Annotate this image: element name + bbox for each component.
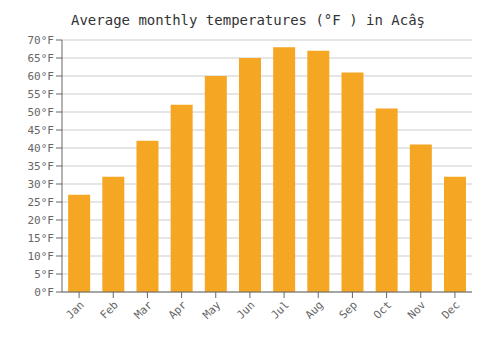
- svg-text:Mar: Mar: [132, 298, 156, 322]
- svg-text:50°F: 50°F: [28, 106, 55, 119]
- svg-text:Apr: Apr: [166, 298, 190, 322]
- svg-text:55°F: 55°F: [28, 88, 55, 101]
- svg-text:Oct: Oct: [371, 298, 394, 321]
- svg-text:Jun: Jun: [234, 298, 257, 321]
- svg-text:25°F: 25°F: [28, 196, 55, 209]
- svg-text:Nov: Nov: [405, 298, 429, 322]
- svg-text:15°F: 15°F: [28, 232, 55, 245]
- svg-text:Jul: Jul: [268, 298, 291, 321]
- svg-text:65°F: 65°F: [28, 52, 55, 65]
- svg-text:Sep: Sep: [337, 298, 360, 321]
- svg-text:45°F: 45°F: [28, 124, 55, 137]
- svg-text:20°F: 20°F: [28, 214, 55, 227]
- svg-text:Jan: Jan: [63, 298, 86, 321]
- svg-text:Dec: Dec: [439, 298, 462, 321]
- svg-text:35°F: 35°F: [28, 160, 55, 173]
- svg-text:0°F: 0°F: [34, 286, 54, 299]
- svg-text:30°F: 30°F: [28, 178, 55, 191]
- svg-text:60°F: 60°F: [28, 70, 55, 83]
- svg-text:Aug: Aug: [303, 298, 326, 321]
- svg-text:40°F: 40°F: [28, 142, 55, 155]
- svg-text:5°F: 5°F: [34, 268, 54, 281]
- svg-text:May: May: [200, 298, 224, 322]
- svg-text:70°F: 70°F: [28, 34, 55, 47]
- html-text:Average monthly temperatures (: Average monthly temperatures (°F ) in Ac…: [71, 12, 425, 28]
- svg-text:Feb: Feb: [98, 298, 121, 321]
- svg-text:10°F: 10°F: [28, 250, 55, 263]
